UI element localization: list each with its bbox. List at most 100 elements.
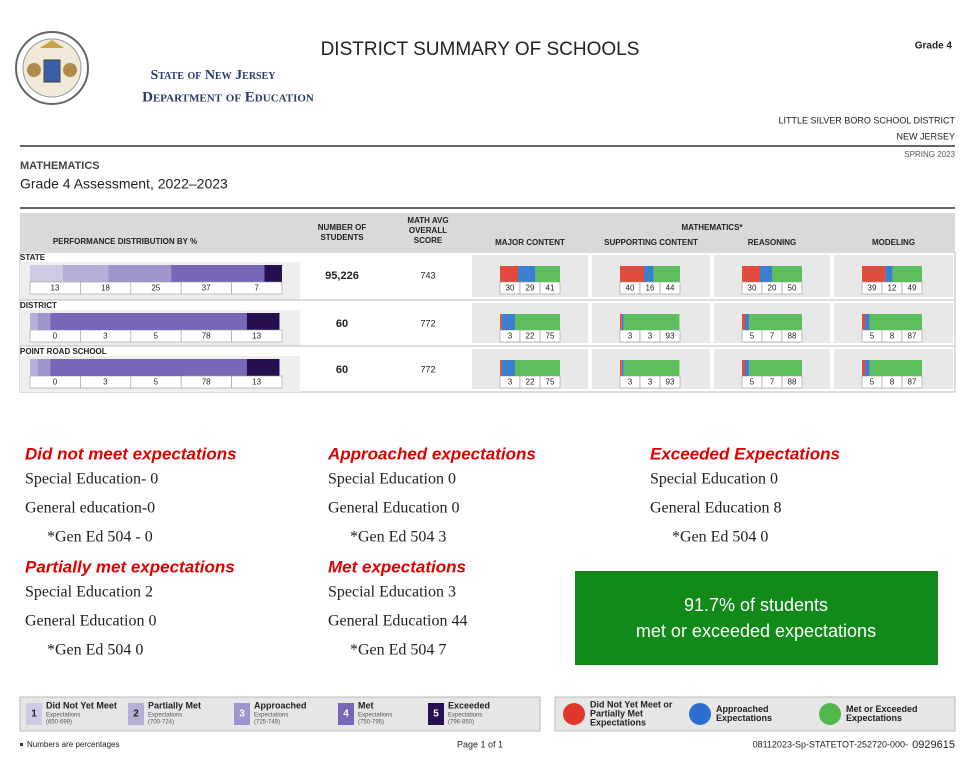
label-cell	[781, 281, 803, 295]
sub-label: 5	[750, 378, 755, 387]
sub-label: 87	[908, 378, 917, 387]
distribution-label: 13	[252, 332, 261, 341]
level-sub: Expectations	[148, 713, 182, 719]
level-sub: Expectations	[46, 713, 80, 719]
distribution-segment	[30, 313, 38, 330]
note-line: General Education 0	[328, 500, 460, 517]
icon-label: Expectations	[716, 713, 772, 723]
distribution-label: 78	[202, 332, 211, 341]
distribution-label: 18	[101, 284, 110, 293]
distribution-label: 5	[154, 332, 159, 341]
assessment: Grade 4 Assessment, 2022–2023	[20, 176, 228, 192]
note-heading: Did not meet expectations	[25, 444, 237, 463]
sub-segment	[500, 360, 502, 376]
footer-code: 08112023-Sp-STATETOT-252720-000-	[753, 739, 908, 749]
icon	[563, 703, 585, 725]
sub-label: 50	[788, 284, 797, 293]
distribution-label: 25	[151, 284, 160, 293]
sub-label: 12	[888, 284, 897, 293]
row-name: STATE	[20, 253, 46, 262]
column-header: NUMBER OF	[318, 223, 367, 232]
sub-segment	[620, 266, 644, 282]
summary-text: met or exceeded expectations	[636, 621, 876, 641]
score: 772	[420, 318, 435, 328]
level-number: 2	[133, 709, 139, 720]
column-header: MATH AVG	[407, 216, 448, 225]
level-sub: Expectations	[358, 713, 392, 719]
sub-label: 5	[750, 332, 755, 341]
summary-text: 91.7% of students	[684, 595, 828, 615]
label-cell	[659, 281, 681, 295]
state: NEW JERSEY	[896, 131, 955, 141]
distribution-label: 3	[103, 332, 108, 341]
distribution-label: 5	[154, 378, 159, 387]
sub-label: 49	[908, 284, 917, 293]
sub-label: 88	[788, 378, 797, 387]
sub-segment	[501, 360, 515, 376]
sub-segment	[621, 360, 624, 376]
level-label: Approached	[254, 700, 307, 710]
season: SPRING 2023	[904, 150, 955, 159]
students: 60	[336, 364, 348, 376]
sub-label: 8	[890, 378, 895, 387]
distribution-segment	[62, 265, 109, 282]
sub-label: 3	[628, 378, 633, 387]
distribution-segment	[30, 265, 63, 282]
sub-label: 3	[508, 378, 513, 387]
level-number: 3	[239, 709, 245, 720]
column-header: PERFORMANCE DISTRIBUTION BY %	[53, 237, 197, 246]
sub-segment	[862, 266, 886, 282]
level-range: (796-850)	[448, 720, 474, 726]
column-header: SCORE	[414, 236, 443, 245]
label-cell	[781, 375, 803, 389]
note-line: *Gen Ed 504 7	[350, 642, 446, 659]
sub-label: 7	[770, 332, 775, 341]
sub-label: 3	[628, 332, 633, 341]
row-name: POINT ROAD SCHOOL	[20, 347, 107, 356]
note-heading: Met expectations	[328, 557, 466, 576]
sub-label: 3	[648, 332, 653, 341]
sub-segment	[745, 314, 750, 330]
sub-label: 93	[666, 332, 675, 341]
sub-segment	[535, 266, 560, 282]
sub-label: 3	[508, 332, 513, 341]
icon-label: Approached	[716, 704, 769, 714]
sub-label: 22	[526, 332, 535, 341]
note-heading: Approached expectations	[327, 444, 536, 463]
grade: Grade 4	[915, 41, 953, 52]
sub-label: 16	[646, 284, 655, 293]
label-cell	[659, 329, 681, 343]
distribution-label: 3	[103, 378, 108, 387]
note-line: General education-0	[25, 500, 155, 517]
column-header: OVERALL	[409, 226, 447, 235]
note-line: General Education 44	[328, 613, 468, 630]
label-cell	[539, 329, 561, 343]
label-cell	[539, 375, 561, 389]
column-header: STUDENTS	[320, 233, 364, 242]
sub-segment	[500, 314, 502, 330]
level-number: 4	[343, 709, 349, 720]
label-cell	[901, 281, 923, 295]
sub-label: 75	[546, 332, 555, 341]
sub-label: 5	[870, 332, 875, 341]
sub-segment	[515, 360, 560, 376]
note-heading: Exceeded Expectations	[650, 444, 840, 463]
column-header: MATHEMATICS*	[681, 223, 743, 232]
footer-page: Page 1 of 1	[457, 739, 503, 749]
sub-label: 8	[890, 332, 895, 341]
sub-segment	[621, 314, 624, 330]
sub-label: 75	[546, 378, 555, 387]
sub-segment	[865, 360, 870, 376]
note-line: Special Education 2	[25, 584, 153, 601]
sub-label: 30	[506, 284, 515, 293]
column-header: MODELING	[872, 238, 915, 247]
icon-label: Expectations	[846, 713, 902, 723]
district: LITTLE SILVER BORO SCHOOL DISTRICT	[778, 115, 955, 125]
level-box	[234, 703, 250, 725]
row-name: DISTRICT	[20, 301, 57, 310]
sub-label: 22	[526, 378, 535, 387]
sub-segment	[862, 314, 865, 330]
level-range: (650-699)	[46, 720, 72, 726]
distribution-label: 78	[202, 378, 211, 387]
